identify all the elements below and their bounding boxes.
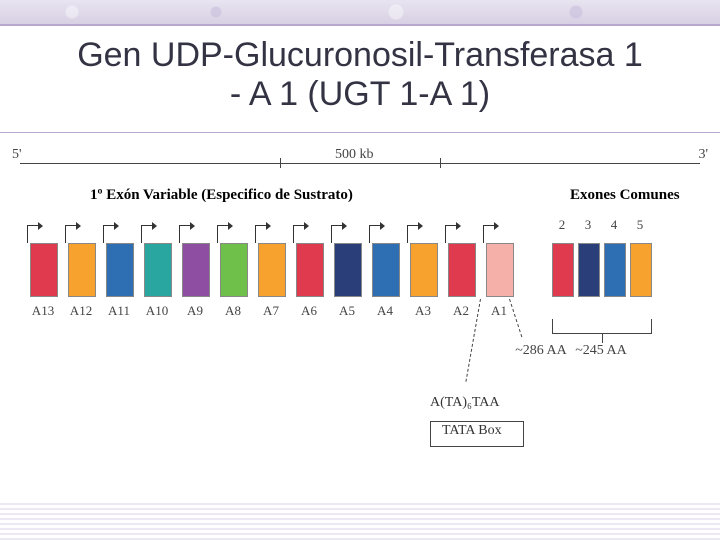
variable-exon [486, 243, 514, 297]
common-exon-label: 4 [611, 217, 618, 233]
tata-sequence: A(TA)₆TAA [430, 395, 500, 411]
a1-callout-dash [509, 299, 522, 337]
variable-exon [372, 243, 400, 297]
common-exon-label: 2 [559, 217, 566, 233]
scale-span-label: 500 kb [335, 147, 374, 163]
promoter-arrow-icon [445, 225, 459, 243]
common-exon [552, 243, 574, 297]
variable-exon [182, 243, 210, 297]
promoter-arrow-icon [217, 225, 231, 243]
slide-title: Gen UDP-Glucuronosil-Transferasa 1 - A 1… [0, 26, 720, 132]
variable-exon-label: A5 [339, 303, 355, 319]
promoter-arrow-icon [255, 225, 269, 243]
variable-exon-label: A13 [32, 303, 54, 319]
common-exon [630, 243, 652, 297]
variable-exon [30, 243, 58, 297]
title-underline [0, 132, 720, 133]
variable-exon [258, 243, 286, 297]
variable-exon-label: A4 [377, 303, 393, 319]
promoter-arrow-icon [141, 225, 155, 243]
variable-exon [334, 243, 362, 297]
variable-exon-label: A7 [263, 303, 279, 319]
variable-exon-label: A1 [491, 303, 507, 319]
variable-exon [296, 243, 324, 297]
variable-exon [448, 243, 476, 297]
variable-exon-label: A6 [301, 303, 317, 319]
promoter-arrow-icon [27, 225, 41, 243]
title-line-1: Gen UDP-Glucuronosil-Transferasa 1 [77, 36, 643, 74]
variable-aa-label: ~286 AA [515, 343, 567, 359]
common-aa-label: ~245 AA [575, 343, 627, 359]
common-exon [578, 243, 600, 297]
variable-exon-label: A11 [108, 303, 130, 319]
common-exon-label: 5 [637, 217, 644, 233]
promoter-arrow-icon [369, 225, 383, 243]
promoter-arrow-icon [65, 225, 79, 243]
scale-tick-left [280, 158, 281, 168]
variable-exon [144, 243, 172, 297]
variable-region-label: 1º Exón Variable (Especifico de Sustrato… [90, 187, 353, 204]
common-exon-label: 3 [585, 217, 592, 233]
decorative-top-border [0, 0, 720, 26]
promoter-arrow-icon [179, 225, 193, 243]
promoter-arrow-icon [331, 225, 345, 243]
scale-tick-right [440, 158, 441, 168]
tata-box-caption: TATA Box [442, 423, 502, 439]
promoter-arrow-icon [293, 225, 307, 243]
variable-exon-label: A12 [70, 303, 92, 319]
exon-row [18, 243, 702, 299]
variable-exon [106, 243, 134, 297]
variable-exon-label: A3 [415, 303, 431, 319]
variable-exon [68, 243, 96, 297]
three-prime-label: 3' [698, 147, 708, 163]
common-bracket [552, 319, 652, 334]
five-prime-label: 5' [12, 147, 22, 163]
gene-diagram: 5' 500 kb 3' 1º Exón Variable (Especific… [10, 143, 710, 473]
scale-line [20, 163, 700, 164]
variable-exon-label: A9 [187, 303, 203, 319]
variable-exon-label: A8 [225, 303, 241, 319]
variable-exon [410, 243, 438, 297]
decorative-bottom-border [0, 500, 720, 540]
title-line-2: - A 1 (UGT 1-A 1) [230, 75, 490, 113]
variable-exon-label: A2 [453, 303, 469, 319]
variable-exon-label: A10 [146, 303, 168, 319]
promoter-arrow-icon [407, 225, 421, 243]
common-exon [604, 243, 626, 297]
variable-exon [220, 243, 248, 297]
promoter-arrow-icon [103, 225, 117, 243]
common-region-label: Exones Comunes [570, 187, 680, 204]
promoter-arrow-icon [483, 225, 497, 243]
